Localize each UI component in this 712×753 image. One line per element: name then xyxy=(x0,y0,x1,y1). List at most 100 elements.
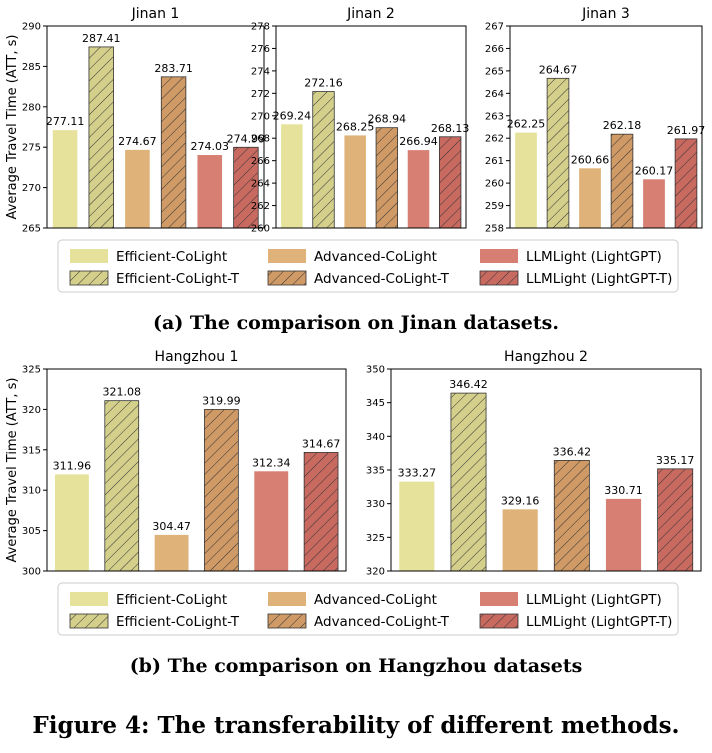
bar-llmlight-lightgpt xyxy=(254,471,289,571)
legend-item-advanced-colight-t: Advanced-CoLight-T xyxy=(267,270,450,287)
legend-item-llmlight-lightgpt: LLMLight (LightGPT) xyxy=(480,592,662,608)
bar-hatch-llmlight-lightgpt-t xyxy=(438,136,462,229)
y-tick-label: 310 xyxy=(22,486,41,497)
data-label: 272.16 xyxy=(304,77,343,90)
y-tick-label: 325 xyxy=(22,365,41,376)
legend-label: Advanced-CoLight xyxy=(314,249,437,265)
plot-frame xyxy=(46,368,347,572)
y-tick-label: 260 xyxy=(251,224,270,235)
bar-advanced-colight xyxy=(154,534,189,571)
y-tick-label: 270 xyxy=(251,111,270,122)
data-label: 266.94 xyxy=(399,135,438,148)
data-label: 319.99 xyxy=(202,394,241,407)
y-tick-label: 266 xyxy=(485,44,504,55)
figure-caption: Figure 4: The transferability of differe… xyxy=(32,712,680,739)
data-label: 268.25 xyxy=(336,120,375,133)
legend-label: Efficient-CoLight xyxy=(116,249,227,265)
legend-swatch xyxy=(268,592,306,606)
y-tick-label: 280 xyxy=(22,102,41,113)
legend-item-advanced-colight: Advanced-CoLight xyxy=(268,592,437,608)
data-label: 274.99 xyxy=(227,132,266,145)
bar-llmlight-lightgpt xyxy=(197,155,223,228)
chart-title: Jinan 3 xyxy=(581,6,630,22)
y-tick-label: 290 xyxy=(22,22,41,33)
y-tick-label: 268 xyxy=(251,134,270,145)
legend-label: LLMLight (LightGPT-T) xyxy=(526,271,672,287)
legend-item-efficient-colight-t: Efficient-CoLight-T xyxy=(69,613,240,630)
bar-llmlight-lightgpt xyxy=(643,179,665,228)
data-label: 346.42 xyxy=(449,378,488,391)
bar-hatch-advanced-colight-t xyxy=(553,460,590,572)
y-tick-label: 259 xyxy=(485,201,504,212)
bar-hatch-efficient-colight-t xyxy=(546,77,570,229)
legend-label: LLMLight (LightGPT) xyxy=(526,592,662,608)
bar-hatch-advanced-colight-t xyxy=(204,409,239,572)
legend-swatch-hatch xyxy=(479,270,519,286)
bar-advanced-colight xyxy=(344,135,366,228)
data-label: 329.16 xyxy=(501,494,540,507)
data-label: 268.94 xyxy=(368,113,407,126)
bar-efficient-colight xyxy=(54,474,89,571)
y-tick-label: 267 xyxy=(485,22,504,33)
legend-item-llmlight-lightgpt: LLMLight (LightGPT) xyxy=(480,249,662,265)
y-tick-label: 260 xyxy=(485,179,504,190)
chart-title: Hangzhou 1 xyxy=(155,349,239,365)
bar-llmlight-lightgpt xyxy=(605,498,642,571)
data-label: 311.96 xyxy=(53,459,92,472)
y-tick-label: 320 xyxy=(366,567,385,578)
legend-swatch-hatch xyxy=(69,270,109,286)
legend-swatch xyxy=(70,592,108,606)
y-tick-label: 325 xyxy=(366,533,385,544)
y-tick-label: 265 xyxy=(485,66,504,77)
data-label: 283.71 xyxy=(154,62,193,75)
legend-label: LLMLight (LightGPT-T) xyxy=(526,614,672,630)
data-label: 268.13 xyxy=(431,122,470,135)
bar-efficient-colight xyxy=(52,130,78,228)
charts-layer: 277.11287.41274.67283.71274.03274.992652… xyxy=(5,6,705,578)
data-label: 260.17 xyxy=(635,164,674,177)
legend-label: Efficient-CoLight-T xyxy=(116,271,240,287)
data-label: 314.67 xyxy=(302,437,341,450)
chart-title: Jinan 1 xyxy=(131,6,180,22)
bar-advanced-colight xyxy=(502,509,538,571)
bar-efficient-colight xyxy=(281,124,303,228)
data-label: 269.24 xyxy=(273,109,312,122)
data-label: 336.42 xyxy=(553,445,592,458)
bar-hatch-advanced-colight-t xyxy=(160,76,187,229)
caption-jinan: (a) The comparison on Jinan datasets. xyxy=(153,312,559,334)
legend-swatch-hatch xyxy=(479,613,519,629)
bar-hatch-llmlight-lightgpt-t xyxy=(674,138,698,229)
legend-hangzhou: Efficient-CoLight Efficient-CoLight-T Adva… xyxy=(57,582,679,636)
legend-item-llmlight-lightgpt-t: LLMLight (LightGPT-T) xyxy=(479,270,672,287)
legend-swatch xyxy=(70,249,108,263)
chart-hangzhou-1: 311.96 321.08 304.47 319.99 312.34 314.67 300 3… xyxy=(5,349,347,578)
bar-hatch-efficient-colight-t xyxy=(312,91,335,229)
data-label: 312.34 xyxy=(252,456,291,469)
legend-item-llmlight-lightgpt-t: LLMLight (LightGPT-T) xyxy=(479,613,672,630)
legend-swatch-hatch xyxy=(267,270,307,286)
legend-label: LLMLight (LightGPT) xyxy=(526,249,662,265)
chart-title: Jinan 2 xyxy=(346,6,395,22)
legend-label: Efficient-CoLight-T xyxy=(116,614,240,630)
bar-hatch-llmlight-lightgpt-t xyxy=(657,468,694,572)
plot-frame xyxy=(46,25,265,229)
y-tick-label: 276 xyxy=(251,44,270,55)
plot-frame xyxy=(509,25,703,229)
plot-frame xyxy=(275,25,467,229)
y-tick-label: 278 xyxy=(251,22,270,33)
legend-swatch xyxy=(480,592,518,606)
bar-hatch-advanced-colight-t xyxy=(375,127,399,229)
bar-efficient-colight xyxy=(515,132,537,228)
bar-llmlight-lightgpt xyxy=(407,150,430,228)
y-tick-label: 272 xyxy=(251,89,270,100)
y-tick-label: 335 xyxy=(366,466,385,477)
legend-item-advanced-colight: Advanced-CoLight xyxy=(268,249,437,265)
y-tick-label: 264 xyxy=(485,89,504,100)
y-tick-label: 340 xyxy=(366,432,385,443)
bar-hatch-efficient-colight-t xyxy=(88,46,114,229)
legend-label: Advanced-CoLight-T xyxy=(314,614,450,630)
legend-frame xyxy=(57,239,679,293)
caption-hangzhou: (b) The comparison on Hangzhou datasets xyxy=(129,655,583,677)
y-axis-label: Average Travel Time (ATT, s) xyxy=(5,35,20,220)
